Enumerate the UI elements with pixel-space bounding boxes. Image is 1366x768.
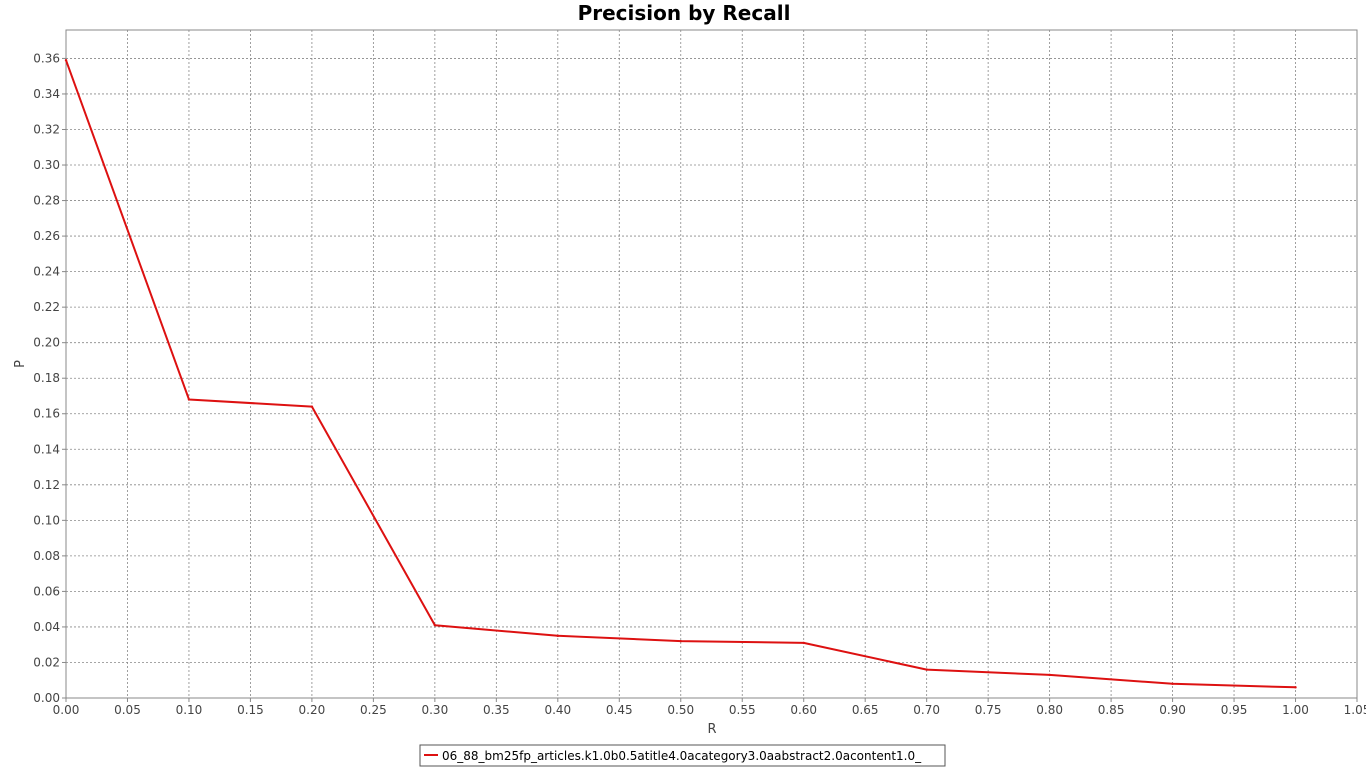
x-tick-label: 0.20 xyxy=(299,703,326,717)
y-tick-label: 0.04 xyxy=(33,620,60,634)
y-tick-label: 0.22 xyxy=(33,300,60,314)
data-point xyxy=(433,623,437,627)
x-tick-label: 0.60 xyxy=(790,703,817,717)
y-tick-label: 0.12 xyxy=(33,478,60,492)
y-tick-label: 0.32 xyxy=(33,122,60,136)
x-tick-label: 0.75 xyxy=(975,703,1002,717)
data-point xyxy=(1171,682,1174,685)
x-tick-label: 0.95 xyxy=(1221,703,1248,717)
grid xyxy=(66,30,1357,698)
y-tick-label: 0.06 xyxy=(33,584,60,598)
x-tick-label: 0.45 xyxy=(606,703,633,717)
x-tick-label: 0.40 xyxy=(544,703,571,717)
data-point xyxy=(64,59,68,62)
chart-title: Precision by Recall xyxy=(578,1,791,25)
data-point xyxy=(310,405,314,408)
x-tick-label: 0.15 xyxy=(237,703,264,717)
y-tick-label: 0.30 xyxy=(33,158,60,172)
y-axis-title: P xyxy=(13,360,28,368)
x-tick-label: 0.65 xyxy=(852,703,879,717)
x-tick-label: 0.80 xyxy=(1036,703,1063,717)
y-tick-label: 0.34 xyxy=(33,87,60,101)
data-point xyxy=(1048,673,1051,677)
y-tick-label: 0.24 xyxy=(33,265,60,279)
y-tick-label: 0.20 xyxy=(33,336,60,350)
x-tick-label: 0.90 xyxy=(1159,703,1186,717)
y-tick-label: 0.18 xyxy=(33,371,60,385)
x-tick-label: 0.70 xyxy=(913,703,940,717)
x-tick-label: 1.05 xyxy=(1344,703,1366,717)
x-tick-label: 1.00 xyxy=(1282,703,1309,717)
plot-area xyxy=(65,29,1358,699)
x-tick-label: 0.05 xyxy=(114,703,141,717)
x-tick-label: 0.25 xyxy=(360,703,387,717)
data-point xyxy=(187,398,191,401)
x-axis-title: R xyxy=(707,722,716,737)
data-point xyxy=(679,639,682,643)
x-tick-label: 0.00 xyxy=(53,703,80,717)
data-point xyxy=(1294,686,1297,689)
data-point xyxy=(925,668,928,671)
legend: 06_88_bm25fp_articles.k1.0b0.5atitle4.0a… xyxy=(419,744,946,767)
y-tick-label: 0.16 xyxy=(33,407,60,421)
y-tick-label: 0.36 xyxy=(33,51,60,65)
y-tick-label: 0.08 xyxy=(33,549,60,563)
x-axis: 0.00 0.05 0.10 0.15 0.20 0.25 0.30 0.35 0.40 0.45… xyxy=(53,698,1366,717)
x-tick-label: 0.50 xyxy=(667,703,694,717)
x-tick-label: 0.10 xyxy=(176,703,203,717)
data-point xyxy=(556,634,560,638)
x-tick-label: 0.30 xyxy=(421,703,448,717)
series-layer xyxy=(64,59,1297,689)
y-tick-label: 0.14 xyxy=(33,442,60,456)
x-tick-label: 0.35 xyxy=(483,703,510,717)
y-tick-label: 0.28 xyxy=(33,194,60,208)
y-tick-label: 0.00 xyxy=(33,691,60,705)
x-tick-label: 0.55 xyxy=(729,703,756,717)
legend-entry-label: 06_88_bm25fp_articles.k1.0b0.5atitle4.0a… xyxy=(442,749,922,763)
y-tick-label: 0.10 xyxy=(33,513,60,527)
legend-box xyxy=(419,744,946,767)
y-axis: 0.00 0.02 0.04 0.06 0.08 0.10 0.12 0.14 0.16 0.18… xyxy=(33,51,66,705)
y-tick-label: 0.02 xyxy=(33,655,60,669)
x-tick-label: 0.85 xyxy=(1098,703,1125,717)
data-point xyxy=(802,641,805,645)
y-tick-label: 0.26 xyxy=(33,229,60,243)
